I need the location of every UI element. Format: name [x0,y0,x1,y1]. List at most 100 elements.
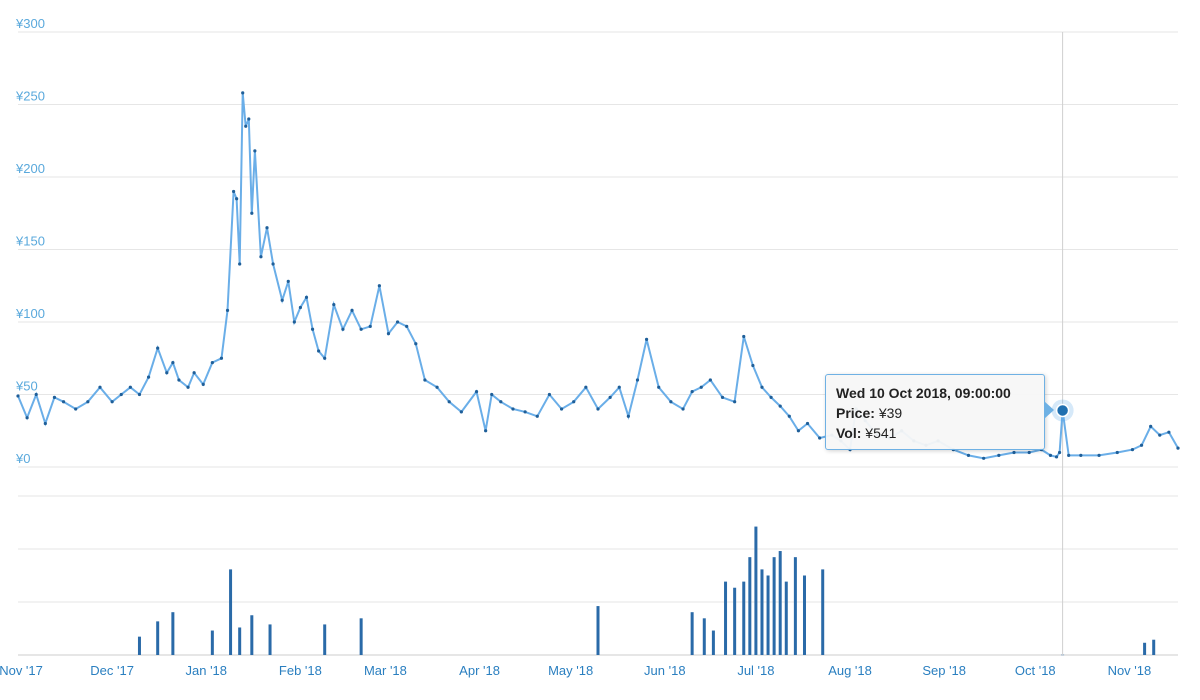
price-point [265,226,269,230]
price-point [201,382,205,386]
price-point [966,453,971,457]
x-tick-label[interactable]: Feb '18 [279,663,322,678]
price-point [690,390,694,394]
price-point [280,298,284,302]
x-tick-label[interactable]: Dec '17 [90,663,134,678]
price-point [742,334,746,339]
price-point [1048,453,1053,457]
price-point [982,456,986,460]
price-point [699,385,703,389]
x-tick-label[interactable]: Nov '18 [1108,663,1152,678]
price-point [787,414,791,418]
price-point [98,385,102,389]
price-point [304,295,309,299]
volume-bar [268,624,272,655]
volume-bar [711,630,715,655]
price-point [177,378,181,382]
tooltip-arrow [1044,401,1054,419]
volume-bar [1143,642,1147,655]
price-point [796,429,801,433]
price-point [298,305,303,310]
y-tick-label: ¥100 [15,306,45,321]
price-point [596,407,600,411]
x-tick-label[interactable]: Oct '18 [1015,663,1056,678]
volume-bar [690,612,694,655]
price-point [751,363,755,368]
price-point [644,337,649,341]
price-point [1012,450,1016,455]
price-point [1167,430,1171,434]
volume-bar [156,621,160,655]
y-tick-label: ¥300 [15,16,45,31]
price-point [414,342,418,346]
price-point [1115,450,1119,455]
x-tick-label[interactable]: Aug '18 [828,663,872,678]
volume-bar [778,551,782,655]
price-point [1130,448,1135,452]
price-point [511,407,515,411]
volume-bar [210,630,214,655]
price-point [34,392,38,397]
price-point [61,400,66,404]
price-point [1149,424,1153,428]
x-tick-label[interactable]: Sep '18 [922,663,966,678]
y-tick-label: ¥250 [15,89,45,104]
x-tick-label[interactable]: Mar '18 [364,663,407,678]
price-point [137,392,142,397]
x-tick-label[interactable]: Nov '17 [0,663,43,678]
price-point [617,385,621,389]
price-point [1067,453,1071,457]
price-point [1027,450,1031,455]
price-point [447,400,451,404]
price-point [171,361,175,365]
price-point [250,211,254,215]
price-point [405,324,409,328]
price-point [238,262,242,266]
price-point [459,410,463,414]
price-point [474,390,479,394]
y-tick-label: ¥0 [15,451,30,466]
price-point [608,395,612,399]
price-point [435,385,439,389]
x-tick-label[interactable]: Jun '18 [644,663,686,678]
price-point [669,400,673,404]
volume-bar [702,618,706,655]
x-tick-label[interactable]: May '18 [548,663,593,678]
hover-point[interactable] [1055,403,1070,418]
price-point [1054,455,1059,459]
price-point [547,392,552,397]
y-axis-labels: ¥0 ¥50 ¥100 ¥150 ¥200 ¥250 ¥300 [15,16,45,466]
tooltip: Wed 10 Oct 2018, 09:00:00 Price: ¥39 Vol… [825,374,1045,450]
price-point [523,410,527,414]
y-tick-label: ¥50 [15,379,38,394]
price-point [386,332,391,336]
price-point [626,414,630,418]
tooltip-price-label: Price: [836,405,875,421]
price-point [681,407,685,411]
price-point [818,436,822,440]
volume-bar [793,557,797,655]
price-point [323,356,327,360]
volume-bar [784,581,788,655]
x-axis-labels[interactable]: Nov '17 Dec '17 Jan '18 Feb '18 Mar '18 Apr '… [0,663,1151,678]
price-point [805,421,810,426]
x-tick-label[interactable]: Jul '18 [737,663,774,678]
price-point [52,395,57,399]
price-point [146,375,151,379]
x-tick-label[interactable]: Jan '18 [186,663,228,678]
price-point [350,308,354,312]
tooltip-date: Wed 10 Oct 2018, 09:00:00 [836,385,1011,401]
price-point [156,346,160,350]
price-point [377,284,381,288]
y-tick-label: ¥150 [15,234,45,249]
volume-bar [238,627,242,655]
price-point [769,395,773,399]
price-point [490,392,494,397]
price-point [760,385,764,389]
price-point [253,149,257,153]
tooltip-price-value: ¥39 [878,405,903,421]
x-tick-label[interactable]: Apr '18 [459,663,500,678]
price-point [423,378,427,382]
price-point [499,400,503,404]
